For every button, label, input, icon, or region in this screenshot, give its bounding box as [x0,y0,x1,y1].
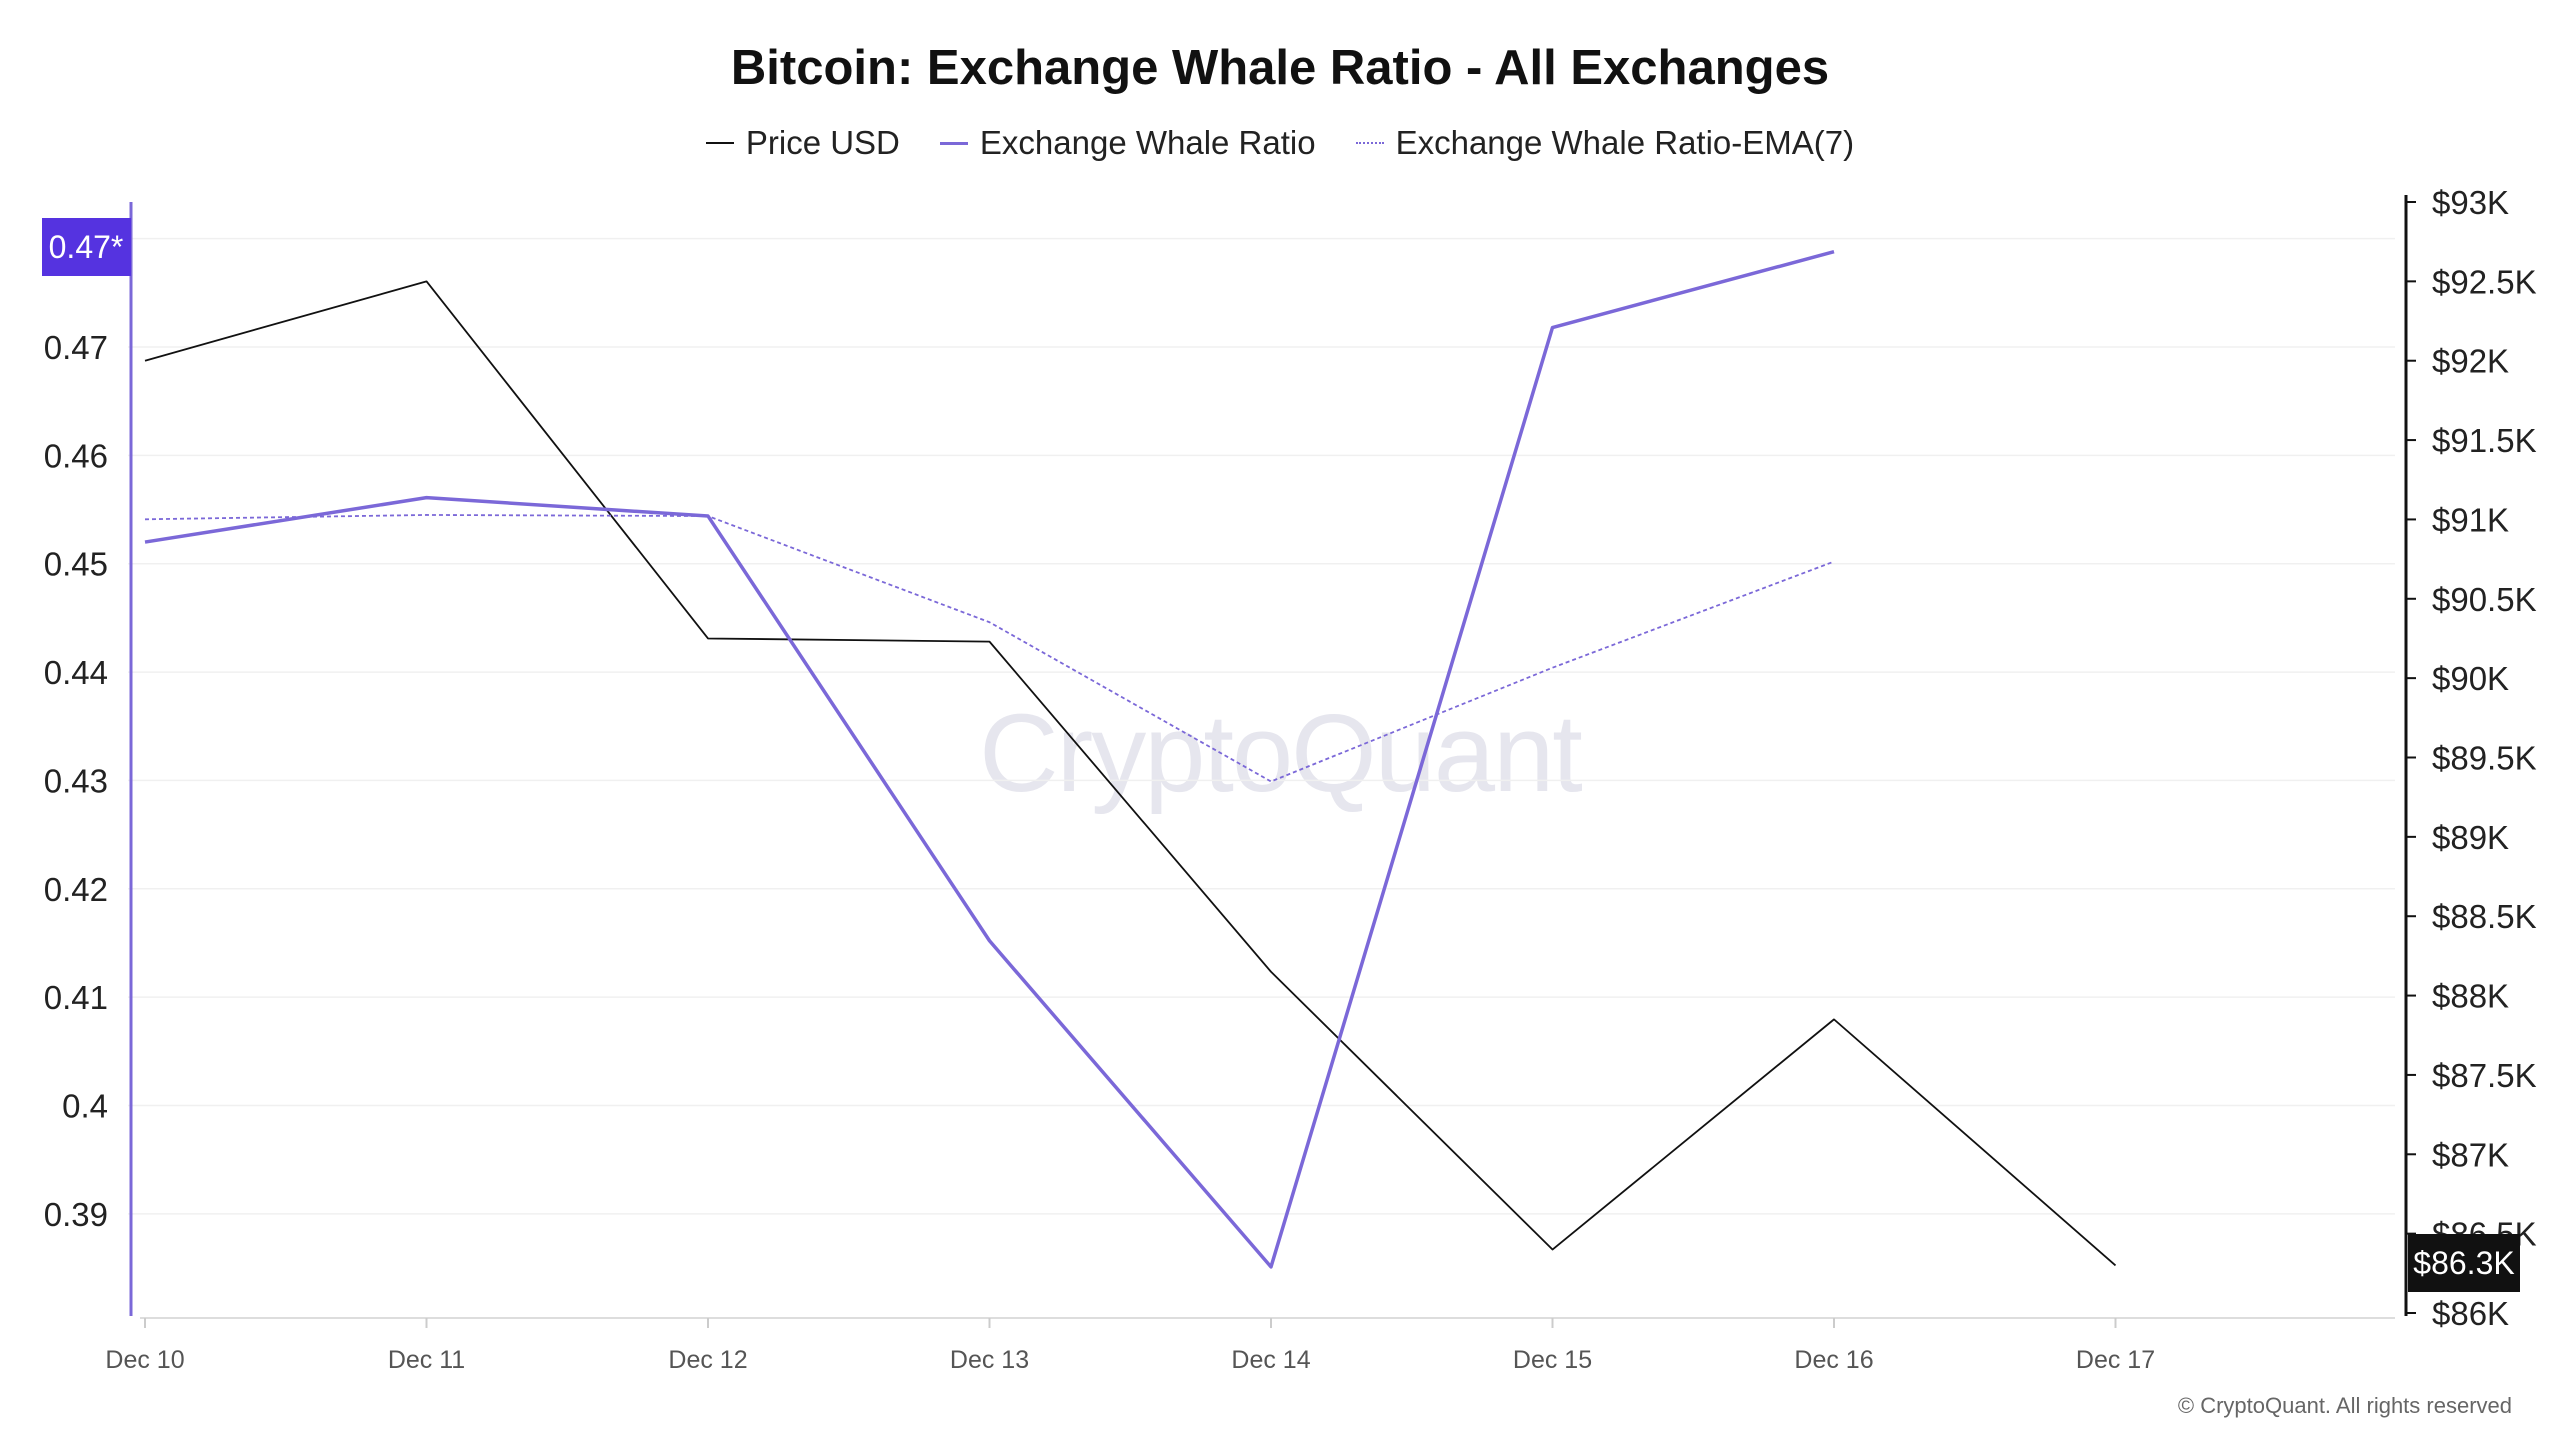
left-tick-label: 0.45 [44,546,108,583]
left-tick-label: 0.42 [44,871,108,908]
legend-item-whale-ratio[interactable]: Exchange Whale Ratio [939,124,1316,162]
right-value-badge: $86.3K [2408,1234,2520,1292]
data-point [706,514,710,518]
data-point [425,279,429,283]
x-tick-labels: Dec 10 Dec 11 Dec 12 Dec 13 Dec 14 Dec 15 Dec … [105,1318,2155,1374]
left-tick-labels: 0.39 0.4 0.41 0.42 0.43 0.44 0.45 0.46 0.47 [44,329,108,1233]
copyright-notice: © CryptoQuant. All rights reserved [2177,1393,2512,1418]
legend-swatch-whale-ema [1355,142,1384,144]
legend-swatch-whale-ratio [939,141,968,145]
right-tick-label: $88K [2432,978,2509,1015]
data-point [1551,326,1555,330]
left-tick-label: 0.4 [62,1087,108,1124]
left-tick-label: 0.43 [44,762,108,799]
x-tick-label: Dec 15 [1513,1346,1592,1374]
right-tick-label: $91.5K [2432,422,2537,459]
legend-swatch-price [705,142,734,144]
left-badge-box [42,218,131,276]
data-point [1832,1017,1836,1021]
right-tick-label: $88.5K [2432,898,2537,935]
right-tick-label: $87.5K [2432,1057,2537,1094]
data-point [1551,1248,1555,1252]
right-tick-label: $89K [2432,819,2509,856]
left-tick-label: 0.39 [44,1196,108,1233]
data-point [143,517,147,521]
gridlines [128,237,2395,1215]
data-point [1269,970,1273,974]
data-point [425,513,429,517]
whale-ratio-line [144,249,1835,1269]
left-tick-label: 0.44 [44,654,108,691]
watermark: CryptoQuant [979,692,1583,815]
right-tick-label: $91K [2432,501,2509,538]
right-tick-label: $92.5K [2432,263,2537,300]
legend-item-price[interactable]: Price USD [705,124,900,162]
legend-item-whale-ema[interactable]: Exchange Whale Ratio-EMA(7) [1355,124,1855,162]
data-point [1832,250,1836,254]
left-badge-text: 0.47* [49,229,124,265]
x-tick-label: Dec 17 [2076,1346,2155,1374]
right-tick-label: $87K [2432,1136,2509,1173]
left-value-badge: 0.47* [42,218,131,276]
whale-ratio-ema-line-points [143,513,1836,784]
data-point [988,939,992,943]
data-point [425,496,429,500]
data-point [706,636,710,640]
right-badge-text: $86.3K [2413,1245,2514,1281]
data-point [988,640,992,644]
legend-label-price: Price USD [745,124,900,161]
x-tick-label: Dec 13 [950,1346,1029,1374]
data-point [1269,780,1273,784]
left-tick-label: 0.41 [44,979,108,1016]
legend-label-whale-ema: Exchange Whale Ratio-EMA(7) [1395,124,1855,161]
data-point [1832,560,1836,564]
right-tick-label: $92K [2432,343,2509,380]
data-point [143,540,147,544]
x-tick-label: Dec 11 [388,1346,465,1374]
price-usd-line-points [143,279,2118,1267]
whale-ratio-ema-line [144,514,1835,783]
right-tick-label: $90.5K [2432,581,2537,618]
x-tick-label: Dec 10 [105,1346,184,1374]
data-point [1269,1265,1273,1269]
left-tick-label: 0.46 [44,437,108,474]
x-tick-label: Dec 12 [668,1346,747,1374]
data-point [143,359,147,363]
legend-label-whale-ratio: Exchange Whale Ratio [979,124,1316,161]
chart-title: Bitcoin: Exchange Whale Ratio - All Exch… [730,41,1830,95]
legend: Price USD Exchange Whale Ratio Exchange … [0,124,2560,162]
x-tick-label: Dec 16 [1794,1346,1873,1374]
price-usd-line [144,280,2117,1267]
left-tick-label: 0.47 [44,329,108,366]
whale-ratio-line-points [143,250,1836,1269]
data-point [2114,1263,2118,1267]
right-tick-labels: $86K$86.5K$87K$87.5K$88K$88.5K$89K$89.5K… [2406,184,2537,1332]
right-tick-label: $93K [2432,184,2509,221]
right-badge-box [2408,1234,2520,1292]
data-point [1551,666,1555,670]
x-tick-label: Dec 14 [1231,1346,1310,1374]
right-tick-label: $86K [2432,1295,2509,1332]
right-tick-label: $89.5K [2432,740,2537,777]
right-tick-label: $90K [2432,660,2509,697]
data-point [988,620,992,624]
